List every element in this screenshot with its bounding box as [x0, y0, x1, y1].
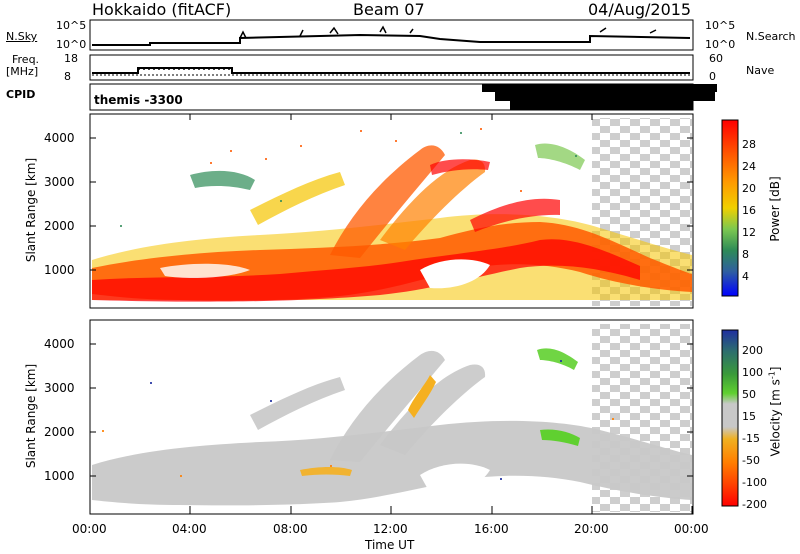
power-ytick-2000: 2000	[44, 219, 75, 233]
nsearch-tick-low: 10^0	[705, 38, 736, 51]
vel-cb-tick-m100: -100	[742, 476, 767, 489]
vel-cb-tick-100: 100	[742, 366, 763, 379]
power-cb-tick-12: 12	[742, 226, 756, 239]
freq-panel-frame	[89, 54, 694, 81]
power-cb-tick-20: 20	[742, 182, 756, 195]
nsky-label: N.Sky	[6, 30, 38, 43]
vel-cb-tick-200: 200	[742, 344, 763, 357]
xtick-1: 04:00	[172, 522, 207, 536]
cpid-label: CPID	[6, 88, 36, 101]
station-title: Hokkaido (fitACF)	[92, 0, 232, 19]
freq-trace	[92, 67, 690, 74]
vel-cb-tick-m15: -15	[742, 432, 760, 445]
vel-ytick-1000: 1000	[44, 469, 75, 483]
vel-cb-tick-15: 15	[742, 410, 756, 423]
velocity-panel	[89, 319, 694, 515]
nave-label: Nave	[746, 64, 775, 77]
date-title: 04/Aug/2015	[588, 0, 692, 19]
xtick-4: 16:00	[474, 522, 509, 536]
xaxis-label: Time UT	[365, 538, 415, 552]
power-ytick-1000: 1000	[44, 263, 75, 277]
nsky-tick-low: 10^0	[56, 38, 87, 51]
velocity-ylabel: Slant Range [km]	[24, 363, 38, 469]
nave-tick-high: 60	[709, 52, 723, 65]
nsky-trace	[92, 33, 691, 46]
xtick-5: 20:00	[574, 522, 609, 536]
freq-label: Freq.	[12, 53, 40, 66]
power-cb-tick-8: 8	[742, 248, 749, 261]
power-colorbar	[721, 119, 739, 297]
cpid-value: themis -3300	[94, 93, 183, 107]
power-colorbar-label: Power [dB]	[768, 176, 782, 242]
power-panel	[89, 113, 694, 309]
power-ytick-3000: 3000	[44, 175, 75, 189]
nsearch-tick-high: 10^5	[705, 19, 736, 32]
freq-unit: [MHz]	[6, 65, 39, 78]
vel-ytick-3000: 3000	[44, 381, 75, 395]
power-ylabel: Slant Range [km]	[24, 157, 38, 263]
velocity-colorbar-label: Velocity [m s-1]	[767, 366, 783, 457]
nsearch-label: N.Search	[746, 30, 796, 43]
power-ytick-4000: 4000	[44, 131, 75, 145]
freq-tick-low: 8	[64, 70, 71, 83]
power-cb-tick-4: 4	[742, 270, 749, 283]
freq-tick-high: 18	[64, 52, 78, 65]
xtick-0: 00:00	[72, 522, 107, 536]
vel-cb-tick-50: 50	[742, 388, 756, 401]
power-cb-tick-24: 24	[742, 160, 756, 173]
xtick-6: 00:00	[674, 522, 709, 536]
velocity-colorbar	[721, 329, 739, 507]
vel-ytick-4000: 4000	[44, 337, 75, 351]
xtick-2: 08:00	[273, 522, 308, 536]
beam-title: Beam 07	[353, 0, 425, 19]
nsky-panel-frame	[89, 19, 694, 51]
nave-tick-low: 0	[709, 70, 716, 83]
power-cb-tick-28: 28	[742, 138, 756, 151]
nsky-tick-high: 10^5	[56, 19, 87, 32]
vel-ytick-2000: 2000	[44, 425, 75, 439]
xtick-3: 12:00	[373, 522, 408, 536]
power-cb-tick-16: 16	[742, 204, 756, 217]
vel-cb-tick-m200: -200	[742, 498, 767, 511]
vel-cb-tick-m50: -50	[742, 454, 760, 467]
